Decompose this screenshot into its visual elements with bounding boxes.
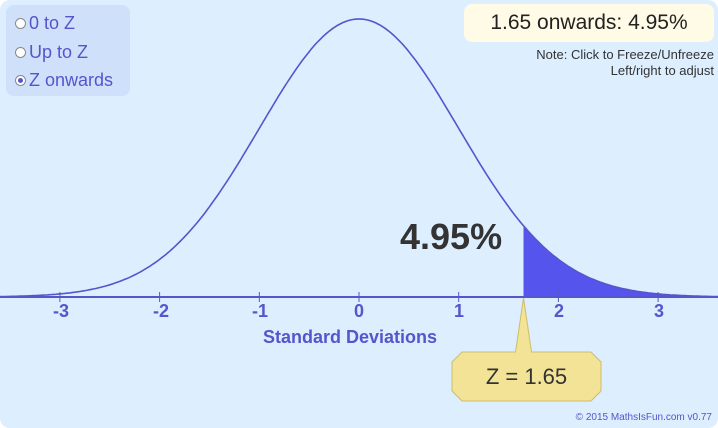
axis-tick-label: 2 bbox=[553, 301, 564, 321]
shaded-area-percent: 4.95% bbox=[400, 216, 503, 257]
mode-option-up-to-z[interactable]: Up to Z bbox=[15, 40, 88, 64]
mode-option-z-onwards[interactable]: Z onwards bbox=[15, 68, 113, 92]
mode-option-label: Up to Z bbox=[29, 41, 89, 62]
note-adjust: Left/right to adjust bbox=[610, 63, 714, 78]
mode-option-0-to-z[interactable]: 0 to Z bbox=[15, 11, 75, 35]
axis-tick-label: -3 bbox=[52, 301, 69, 321]
axis-tick-label: -1 bbox=[251, 301, 268, 321]
result-text: 1.65 onwards: 4.95% bbox=[490, 11, 688, 34]
radio-icon[interactable] bbox=[15, 74, 26, 86]
bell-curve bbox=[0, 18, 718, 298]
z-value-pointer[interactable] bbox=[451, 297, 602, 402]
axis-tick-label: -2 bbox=[152, 301, 169, 321]
x-axis-tick-marks bbox=[59, 292, 659, 302]
note-freeze: Note: Click to Freeze/Unfreeze bbox=[536, 47, 714, 62]
z-value-label[interactable]: Z = 1.65 bbox=[485, 363, 568, 389]
result-display: 1.65 onwards: 4.95% bbox=[464, 4, 714, 42]
mode-option-label: 0 to Z bbox=[29, 12, 76, 33]
shaded-tail-area bbox=[523, 225, 718, 297]
copyright-text: © 2015 MathsIsFun.com v0.77 bbox=[575, 412, 712, 423]
radio-icon[interactable] bbox=[15, 46, 26, 58]
axis-tick-label: 0 bbox=[353, 301, 364, 321]
mode-option-label: Z onwards bbox=[29, 69, 114, 90]
axis-tick-label: 1 bbox=[453, 301, 464, 321]
axis-tick-label: 3 bbox=[653, 301, 664, 321]
mode-selector-panel: 0 to Z Up to Z Z onwards bbox=[6, 5, 130, 96]
axis-title: Standard Deviations bbox=[263, 327, 438, 347]
radio-icon[interactable] bbox=[15, 17, 26, 29]
